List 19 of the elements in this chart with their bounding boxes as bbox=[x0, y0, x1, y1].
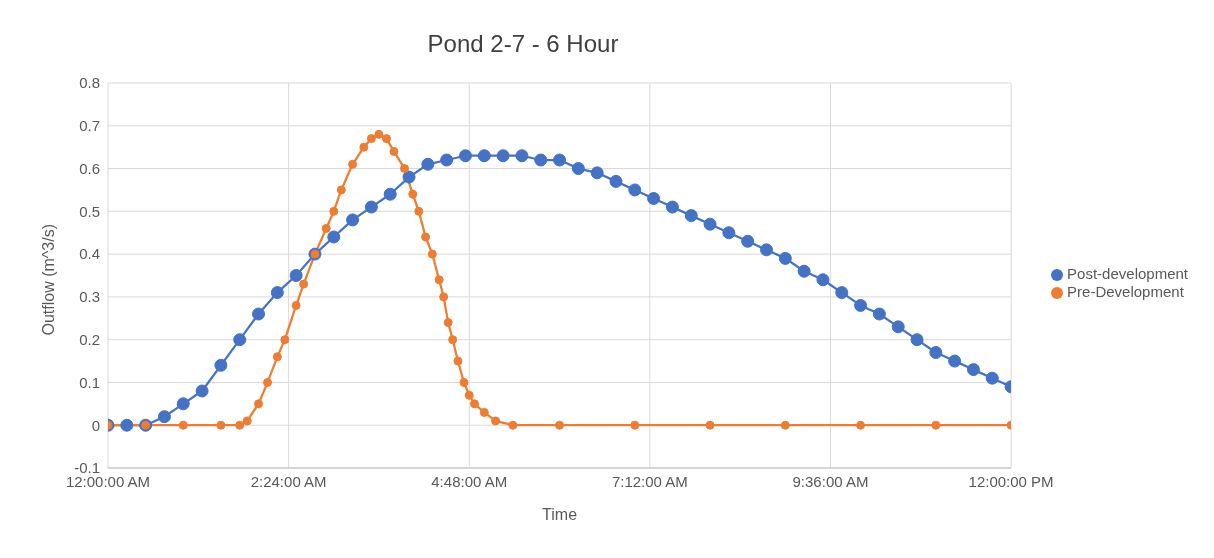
y-tick-label: 0.4 bbox=[79, 245, 100, 263]
legend-label: Pre-Development bbox=[1067, 283, 1184, 300]
x-tick-label: 9:36:00 AM bbox=[792, 472, 869, 490]
y-tick-label: 0.3 bbox=[79, 288, 100, 306]
y-tick-label: 0.5 bbox=[79, 202, 100, 220]
chart-title: Pond 2-7 - 6 Hour bbox=[426, 30, 620, 58]
x-tick-label: 12:00:00 PM bbox=[968, 472, 1054, 490]
x-tick-label: 2:24:00 AM bbox=[250, 472, 327, 490]
x-tick-label: 4:48:00 AM bbox=[431, 472, 508, 490]
legend-label: Post-development bbox=[1067, 265, 1188, 282]
y-tick-label: 0 bbox=[91, 416, 100, 434]
y-tick-label: 0.1 bbox=[79, 373, 100, 391]
x-axis-title: Time bbox=[542, 506, 578, 523]
y-tick-label: 0.2 bbox=[79, 330, 100, 348]
x-tick-label: 7:12:00 AM bbox=[611, 472, 688, 490]
y-axis-title: Outflow (m^3/s) bbox=[39, 223, 57, 336]
y-tick-label: 0.6 bbox=[79, 159, 100, 177]
y-tick-label: 0.8 bbox=[79, 74, 100, 92]
y-tick-label: 0.7 bbox=[79, 117, 100, 135]
